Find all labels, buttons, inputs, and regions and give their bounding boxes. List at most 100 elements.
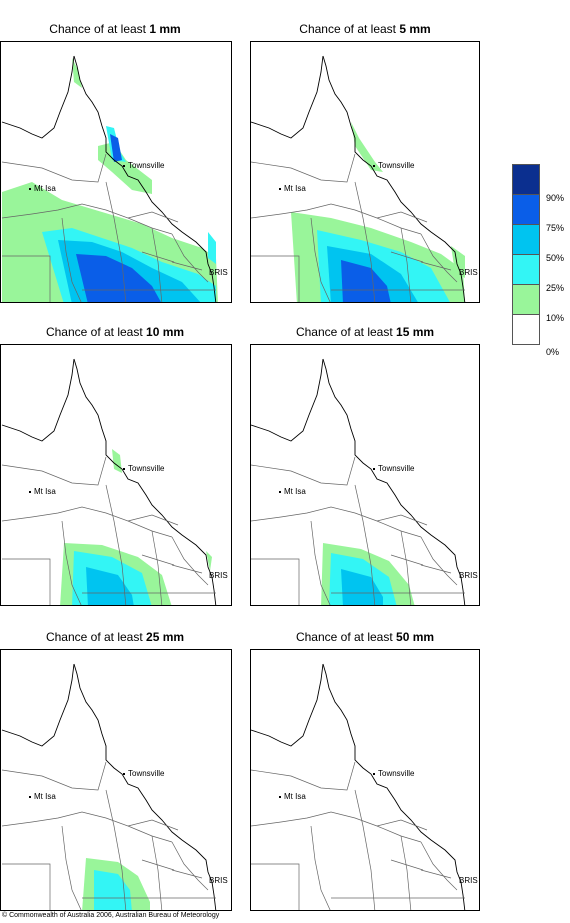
rainfall-zone [94, 870, 132, 910]
district-boundary [171, 536, 209, 586]
map-panel-5mm: Townsville Mt Isa BRIS [250, 41, 480, 303]
district-boundary [390, 251, 424, 263]
district-boundary [151, 835, 163, 910]
mt-isa-label: Mt Isa [284, 792, 306, 801]
map-drawing [1, 55, 218, 302]
brisbane-label: BRIS [209, 876, 228, 885]
district-boundary [251, 863, 300, 910]
map-drawing [1, 358, 217, 605]
district-boundary [127, 514, 179, 526]
map-panel-10mm: Townsville Mt Isa BRIS [0, 344, 232, 606]
district-boundary [2, 255, 51, 302]
district-boundary [61, 520, 82, 605]
district-boundary [105, 181, 127, 302]
district-boundary [354, 181, 376, 302]
legend-swatch-25 [512, 254, 540, 285]
gulf-coastline [251, 55, 324, 139]
district-boundary [354, 484, 376, 605]
rainfall-zone [86, 567, 134, 605]
coastline [73, 358, 217, 605]
legend-label-50: 50% [546, 253, 565, 263]
district-boundary [251, 506, 422, 538]
legend-swatch-90 [512, 164, 540, 195]
townsville-label: Townsville [128, 464, 165, 473]
mt-isa-label: Mt Isa [34, 792, 56, 801]
brisbane-label: BRIS [209, 268, 228, 277]
district-boundary [141, 554, 175, 566]
coastline [322, 663, 466, 910]
gulf-coastline [251, 663, 324, 747]
townsville-label: Townsville [128, 769, 165, 778]
district-boundary [171, 869, 203, 879]
map-drawing [251, 358, 466, 605]
district-boundary [251, 558, 300, 605]
gulf-coastline [1, 55, 75, 139]
district-boundary [2, 558, 51, 605]
legend-label-10: 10% [546, 313, 565, 323]
district-boundary [171, 233, 209, 283]
district-boundary [1, 203, 173, 235]
rainfall-zone [72, 58, 82, 88]
district-boundary [1, 153, 107, 183]
district-boundary [171, 564, 203, 574]
mt-isa-label: Mt Isa [34, 487, 56, 496]
panel-title-1mm: Chance of at least 1 mm [49, 22, 181, 36]
district-boundary [127, 819, 179, 831]
townsville-marker [373, 773, 375, 775]
district-boundary [251, 153, 356, 183]
rainfall-zone [206, 551, 212, 571]
map-drawing [251, 55, 466, 302]
brisbane-label: BRIS [459, 571, 478, 580]
district-boundary [251, 255, 300, 302]
district-boundary [310, 520, 331, 605]
district-boundary [1, 811, 173, 843]
mt-isa-marker [29, 188, 31, 190]
coastline [73, 55, 217, 302]
rainfall-zone [112, 449, 122, 473]
townsville-label: Townsville [128, 161, 165, 170]
rainfall-zone [451, 246, 465, 278]
district-boundary [251, 811, 422, 843]
gulf-coastline [251, 358, 324, 442]
panel-title-10mm: Chance of at least 10 mm [45, 325, 185, 339]
district-boundary [1, 506, 173, 538]
district-boundary [1, 761, 107, 791]
map-drawing [251, 663, 466, 910]
rainfall-zone [341, 260, 391, 302]
townsville-label: Townsville [378, 769, 415, 778]
district-boundary [400, 835, 412, 910]
gulf-coastline [1, 663, 75, 747]
district-boundary [420, 841, 458, 891]
townsville-marker [373, 468, 375, 470]
townsville-marker [123, 165, 125, 167]
mt-isa-marker [279, 796, 281, 798]
brisbane-label: BRIS [459, 876, 478, 885]
gulf-coastline [1, 358, 75, 442]
coastline [322, 358, 466, 605]
legend-swatch-75 [512, 194, 540, 225]
probability-legend: 90% 75% 50% 25% 10% 0% [512, 164, 564, 357]
district-boundary [420, 869, 452, 879]
district-boundary [2, 863, 51, 910]
map-panel-1mm: Townsville Mt Isa BRIS [0, 41, 232, 303]
rainfall-zone [208, 232, 216, 264]
district-boundary [171, 841, 209, 891]
district-boundary [310, 825, 331, 910]
legend-label-90: 90% [546, 193, 565, 203]
district-boundary [105, 484, 127, 605]
townsville-marker [123, 773, 125, 775]
district-boundary [105, 789, 127, 910]
legend-swatch-0 [512, 314, 540, 345]
copyright-notice: © Commonwealth of Australia 2006, Austra… [2, 912, 220, 919]
district-boundary [420, 564, 452, 574]
panel-title-5mm: Chance of at least 5 mm [299, 22, 431, 36]
coastline [322, 55, 466, 302]
mt-isa-marker [279, 188, 281, 190]
townsville-marker [373, 165, 375, 167]
map-panel-25mm: Townsville Mt Isa BRIS [0, 649, 232, 911]
legend-label-75: 75% [546, 223, 565, 233]
map-panel-50mm: Townsville Mt Isa BRIS [250, 649, 480, 911]
district-boundary [390, 554, 424, 566]
rainfall-zone [110, 134, 122, 162]
mt-isa-marker [279, 491, 281, 493]
